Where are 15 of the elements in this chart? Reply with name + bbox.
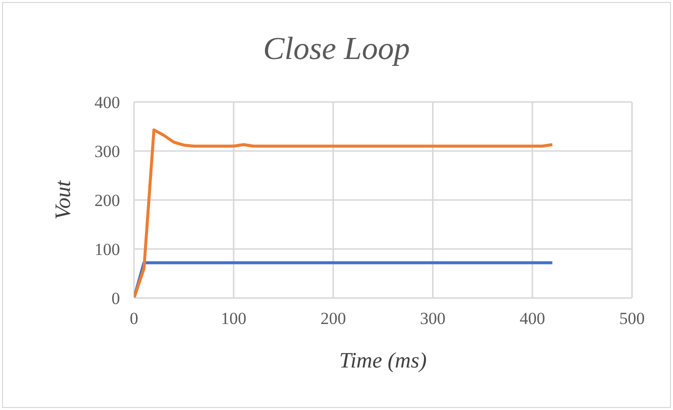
y-tick-label: 200 <box>94 191 120 210</box>
y-axis-title: Vout <box>50 180 75 220</box>
y-tick-label: 300 <box>94 142 120 162</box>
chart-title: Close Loop <box>262 30 411 67</box>
x-axis-title: Time (ms) <box>339 348 427 373</box>
x-tick-label: 400 <box>520 309 546 328</box>
x-tick-label: 200 <box>320 309 346 328</box>
x-tick-label: 100 <box>220 309 246 328</box>
x-tick-label: 300 <box>420 309 446 328</box>
y-tick-label: 0 <box>112 289 120 308</box>
x-tick-label: 0 <box>130 309 138 328</box>
y-tick-label: 400 <box>94 93 120 112</box>
y-tick-label: 100 <box>94 240 120 260</box>
x-tick-label: 500 <box>619 309 645 328</box>
line-series <box>134 128 554 298</box>
